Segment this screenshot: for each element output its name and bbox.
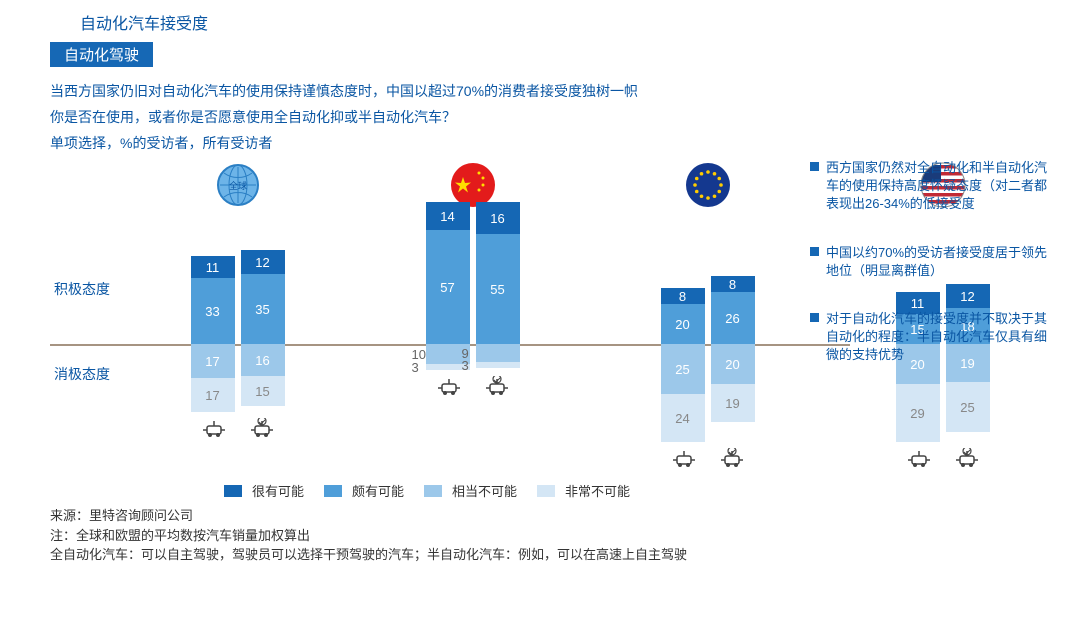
full-auto-car-icon <box>670 448 698 472</box>
bar: 551693 <box>476 211 520 461</box>
segment: 3 <box>476 362 520 368</box>
bar: 5714103 <box>426 211 470 461</box>
legend: 很有可能 颇有可能 相当不可能 非常不可能 <box>50 481 1060 500</box>
page-title: 自动化汽车接受度 <box>50 10 1060 34</box>
segment: 16 <box>476 202 520 234</box>
segment: 19 <box>711 384 755 422</box>
segment: 17 <box>191 378 235 412</box>
segment: 26 <box>711 292 755 344</box>
full-auto-car-icon <box>200 418 228 442</box>
full-auto-car-icon <box>435 376 463 400</box>
segment: 15 <box>241 376 285 406</box>
segment: 24 <box>661 394 705 442</box>
segment: 9 <box>476 344 520 362</box>
segment: 8 <box>711 276 755 292</box>
segment: 25 <box>661 344 705 394</box>
segment: 20 <box>711 344 755 384</box>
region-china: 5714103551693 <box>390 159 555 469</box>
side-notes: 西方国家仍然对全自动化和半自动化汽车的使用保持高度怀疑态度（对二者都表现出26-… <box>812 159 1052 395</box>
legend-swatch <box>537 485 555 497</box>
survey-question: 你是否在使用，或者你是否愿意使用全自动化抑或半自动化汽车？ <box>50 107 1060 127</box>
semi-auto-car-icon <box>483 376 511 400</box>
segment: 11 <box>191 256 235 278</box>
side-note: 对于自动化汽车的接受度并不取决于其自动化的程度：半自动化汽车仅具有细微的支持优势 <box>812 310 1052 365</box>
segment: 35 <box>241 274 285 344</box>
segment: 20 <box>661 304 705 344</box>
y-label-negative: 消极态度 <box>54 364 110 384</box>
eu-flag-icon <box>684 161 732 209</box>
svg-text:全球: 全球 <box>228 180 246 191</box>
legend-swatch <box>224 485 242 497</box>
globe-icon: 全球 <box>214 161 262 209</box>
segment: 14 <box>426 202 470 230</box>
legend-swatch <box>424 485 442 497</box>
full-auto-car-icon <box>905 448 933 472</box>
side-note: 中国以约70%的受访者接受度居于领先地位（明显离群值） <box>812 244 1052 280</box>
semi-auto-car-icon <box>718 448 746 472</box>
bar: 268 2019 <box>711 211 755 461</box>
semi-auto-car-icon <box>953 448 981 472</box>
segment: 55 <box>476 234 520 344</box>
footer: 来源：里特咨询顾问公司 注：全球和欧盟的平均数按汽车销量加权算出 全自动化汽车：… <box>50 506 1060 565</box>
chart: 积极态度 消极态度 全球3311171735121615571410355169… <box>50 159 1060 469</box>
segment: 12 <box>241 250 285 274</box>
bar: 208 2524 <box>661 211 705 461</box>
section-badge: 自动化驾驶 <box>50 42 153 67</box>
legend-swatch <box>324 485 342 497</box>
segment: 16 <box>241 344 285 376</box>
intro-text: 当西方国家仍旧对自动化汽车的使用保持谨慎态度时，中国以超过70%的消费者接受度独… <box>50 81 1060 101</box>
segment: 17 <box>191 344 235 378</box>
segment: 33 <box>191 278 235 344</box>
segment: 8 <box>661 288 705 304</box>
semi-auto-car-icon <box>248 418 276 442</box>
segment: 57 <box>426 230 470 344</box>
y-label-positive: 积极态度 <box>54 279 110 299</box>
region-eu: 20825242682019 <box>625 159 790 469</box>
subtitle: 单项选择，%的受访者，所有受访者 <box>50 133 1060 153</box>
region-global: 全球 3311 17173512 1615 <box>155 159 320 469</box>
side-note: 西方国家仍然对全自动化和半自动化汽车的使用保持高度怀疑态度（对二者都表现出26-… <box>812 159 1052 214</box>
